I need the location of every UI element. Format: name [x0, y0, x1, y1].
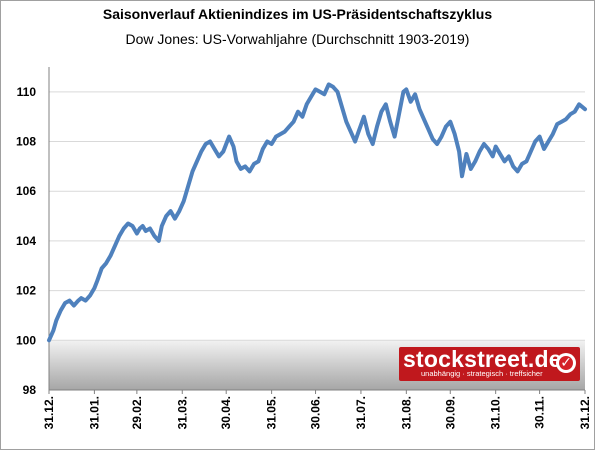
x-tick-label: 31.12.: [42, 396, 56, 429]
x-tick-label: 31.03.: [175, 396, 189, 429]
x-tick-label: 30.06.: [309, 396, 323, 429]
y-tick-label: 108: [16, 135, 36, 149]
x-tick-label: 30.04.: [219, 396, 233, 429]
x-tick-label: 30.09.: [443, 396, 457, 429]
x-tick-label: 30.11.: [533, 396, 547, 429]
x-tick-label: 31.07.: [354, 396, 368, 429]
check-badge-icon: [556, 353, 576, 373]
x-tick-label: 29.02.: [130, 396, 144, 429]
x-tick-label: 31.12.: [578, 396, 592, 429]
logo-wordmark: stockstreet.de: [403, 346, 562, 372]
checkmark-icon: ✓: [560, 354, 572, 370]
chart-subtitle: Dow Jones: US-Vorwahljahre (Durchschnitt…: [125, 31, 470, 47]
series-line-dow-jones: [47, 82, 587, 343]
chart-title: Saisonverlauf Aktienindizes im US-Präsid…: [102, 6, 493, 22]
x-tick-label: 31.05.: [265, 396, 279, 429]
x-tick-label: 31.08.: [399, 396, 413, 429]
y-tick-label: 104: [16, 234, 36, 248]
x-tick-label: 31.10.: [489, 396, 503, 429]
stockstreet-logo: stockstreet.de unabhängig · strategisch …: [399, 346, 580, 381]
y-tick-label: 102: [16, 284, 36, 298]
y-tick-label: 100: [16, 333, 36, 347]
x-tick-label: 31.01.: [87, 396, 101, 429]
y-tick-label: 110: [17, 85, 37, 99]
y-tick-label: 106: [16, 184, 36, 198]
y-tick-label: 98: [23, 383, 37, 397]
logo-tagline: unabhängig · strategisch · treffsicher: [421, 369, 543, 378]
